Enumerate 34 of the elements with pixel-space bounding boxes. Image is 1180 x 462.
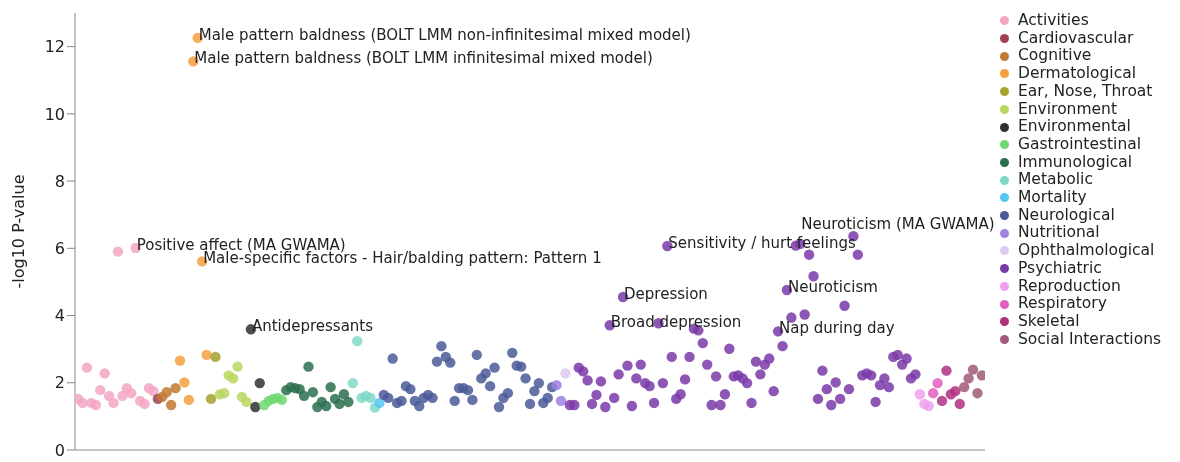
legend-label: Mortality — [1018, 188, 1087, 207]
annotation: Neuroticism — [787, 277, 878, 296]
legend-label: Nutritional — [1018, 223, 1100, 243]
legend-label: Gastrointestinal — [1018, 134, 1142, 154]
y-axis-title: -log10 P-value — [8, 174, 28, 289]
legend-label: Neurological — [1018, 205, 1115, 225]
legend-label: Activities — [1018, 11, 1089, 30]
legend-label: Social Interactions — [1018, 329, 1162, 349]
legend-label: Ear, Nose, Throat — [1018, 81, 1153, 101]
y-tick-label: 12 — [44, 37, 65, 57]
legend-label: Psychiatric — [1018, 258, 1102, 278]
legend-label: Environmental — [1018, 117, 1131, 136]
legend-label: Cardiovascular — [1018, 28, 1134, 48]
annotation: Nap during day — [779, 319, 895, 338]
legend-label: Cognitive — [1018, 46, 1092, 66]
legend-label: Metabolic — [1018, 170, 1093, 190]
y-tick-label: 2 — [54, 373, 65, 393]
legend-label: Skeletal — [1018, 311, 1080, 331]
legend-label: Respiratory — [1018, 294, 1107, 313]
legend-label: Ophthalmological — [1018, 241, 1155, 260]
y-tick-label: 4 — [54, 306, 65, 326]
y-tick-label: 0 — [54, 440, 65, 460]
y-tick-label: 6 — [54, 238, 65, 258]
annotation: Antidepressants — [251, 317, 374, 336]
y-tick-label: 10 — [44, 104, 65, 124]
legend-label: Environment — [1018, 99, 1117, 119]
annotation: Male pattern baldness (BOLT LMM infinitesimal mixed model) — [194, 49, 653, 68]
legend-label: Dermatological — [1018, 64, 1136, 83]
annotation: Male pattern baldness (BOLT LMM non-infinitesimal mixed model) — [198, 25, 691, 44]
legend-label: Immunological — [1018, 152, 1133, 172]
annotation: Depression — [624, 285, 708, 304]
y-tick-label: 8 — [54, 171, 65, 191]
annotation: Neuroticism (MA GWAMA) — [801, 214, 995, 233]
legend-label: Reproduction — [1018, 276, 1121, 296]
